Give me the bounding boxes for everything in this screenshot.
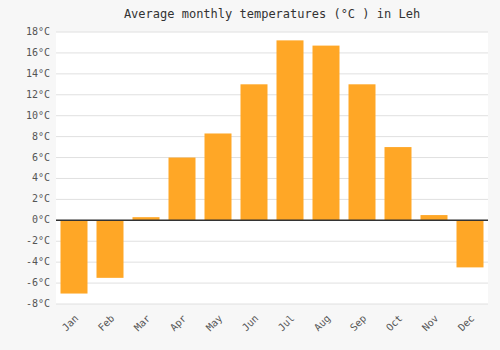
x-tick-label: May — [204, 313, 225, 334]
x-tick-label: Jul — [276, 313, 297, 334]
bar — [61, 220, 88, 293]
grid-line — [56, 199, 488, 200]
y-tick-label: 10°C — [26, 110, 50, 121]
zero-line — [56, 220, 488, 222]
y-tick-label: 4°C — [32, 172, 50, 183]
plot-area — [56, 32, 488, 304]
y-tick-label: 14°C — [26, 68, 50, 79]
grid-line — [56, 178, 488, 179]
x-tick-label: Jan — [60, 313, 81, 334]
x-tick-label: Apr — [168, 313, 189, 334]
chart: -8°C -6°C -4°C -2°C 0°C 2°C 4°C 6°C 8°C 10°C 12°C 1… — [0, 0, 500, 350]
chart-container: -8°C -6°C -4°C -2°C 0°C 2°C 4°C 6°C 8°C 10°C 12°C 1… — [0, 0, 500, 350]
x-tick-label: Feb — [96, 313, 117, 334]
bar — [349, 84, 376, 220]
x-tick-label: Jun — [240, 313, 261, 334]
bar — [169, 158, 196, 221]
y-tick-label: 18°C — [26, 26, 50, 37]
y-tick-label: 12°C — [26, 89, 50, 100]
y-tick-label: 6°C — [32, 152, 50, 163]
y-tick-label: -6°C — [26, 277, 50, 288]
x-tick-label: Dec — [456, 313, 477, 334]
y-tick-label: -8°C — [26, 298, 50, 309]
bar — [241, 84, 268, 220]
grid-line — [56, 115, 488, 116]
bar — [313, 46, 340, 221]
grid-line — [56, 94, 488, 95]
grid-line — [56, 73, 488, 74]
grid-line — [56, 304, 488, 305]
bar — [205, 133, 232, 220]
bar — [277, 40, 304, 220]
bar — [97, 220, 124, 278]
y-tick-label: -4°C — [26, 256, 50, 267]
grid-line — [56, 220, 488, 221]
grid-line — [56, 283, 488, 284]
grid-line — [56, 52, 488, 53]
x-tick-label: Sep — [348, 313, 369, 334]
grid-line — [56, 157, 488, 158]
y-tick-label: 0°C — [32, 214, 50, 225]
y-tick-label: 16°C — [26, 47, 50, 58]
bar — [457, 220, 484, 267]
grid-line — [56, 32, 488, 33]
x-tick-label: Mar — [132, 313, 153, 334]
bars — [61, 40, 484, 293]
y-tick-label: 2°C — [32, 193, 50, 204]
x-tick-label: Oct — [384, 313, 405, 334]
y-tick-label: -2°C — [26, 235, 50, 246]
bar — [421, 215, 448, 220]
grid-line — [56, 136, 488, 137]
bar — [385, 147, 412, 220]
y-tick-label: 8°C — [32, 131, 50, 142]
x-tick-label: Nov — [420, 313, 441, 334]
x-tick-label: Aug — [312, 313, 333, 334]
title: Average monthly temperatures (°C ) in Le… — [124, 7, 420, 21]
